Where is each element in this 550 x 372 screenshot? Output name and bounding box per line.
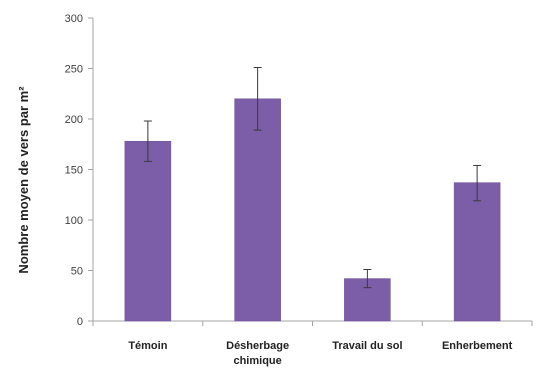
- x-tick-labels: Témoin Désherbage chimique Travail du sol En…: [128, 340, 512, 367]
- y-ticks: 0 50 100 150 200 250 300: [65, 13, 93, 328]
- x-tick-label: Travail du sol: [332, 340, 402, 352]
- y-tick-label: 250: [65, 64, 83, 76]
- x-tick-label: Enherbement: [442, 340, 513, 352]
- y-axis-title: Nombre moyen de vers par m²: [16, 86, 31, 274]
- y-tick-label: 300: [65, 13, 83, 25]
- y-tick-label: 150: [65, 165, 83, 177]
- bar: [453, 182, 501, 322]
- y-tick-label: 100: [65, 215, 83, 227]
- y-tick-label: 200: [65, 114, 83, 126]
- bar: [234, 98, 281, 322]
- bar: [124, 140, 172, 322]
- y-tick-label: 50: [71, 266, 83, 278]
- y-tick-label: 0: [77, 316, 83, 328]
- bars: [124, 98, 501, 322]
- error-bars: [143, 66, 482, 289]
- x-tick-label: chimique: [233, 355, 281, 367]
- x-tick-label: Désherbage: [226, 340, 289, 352]
- x-tick-label: Témoin: [128, 340, 167, 352]
